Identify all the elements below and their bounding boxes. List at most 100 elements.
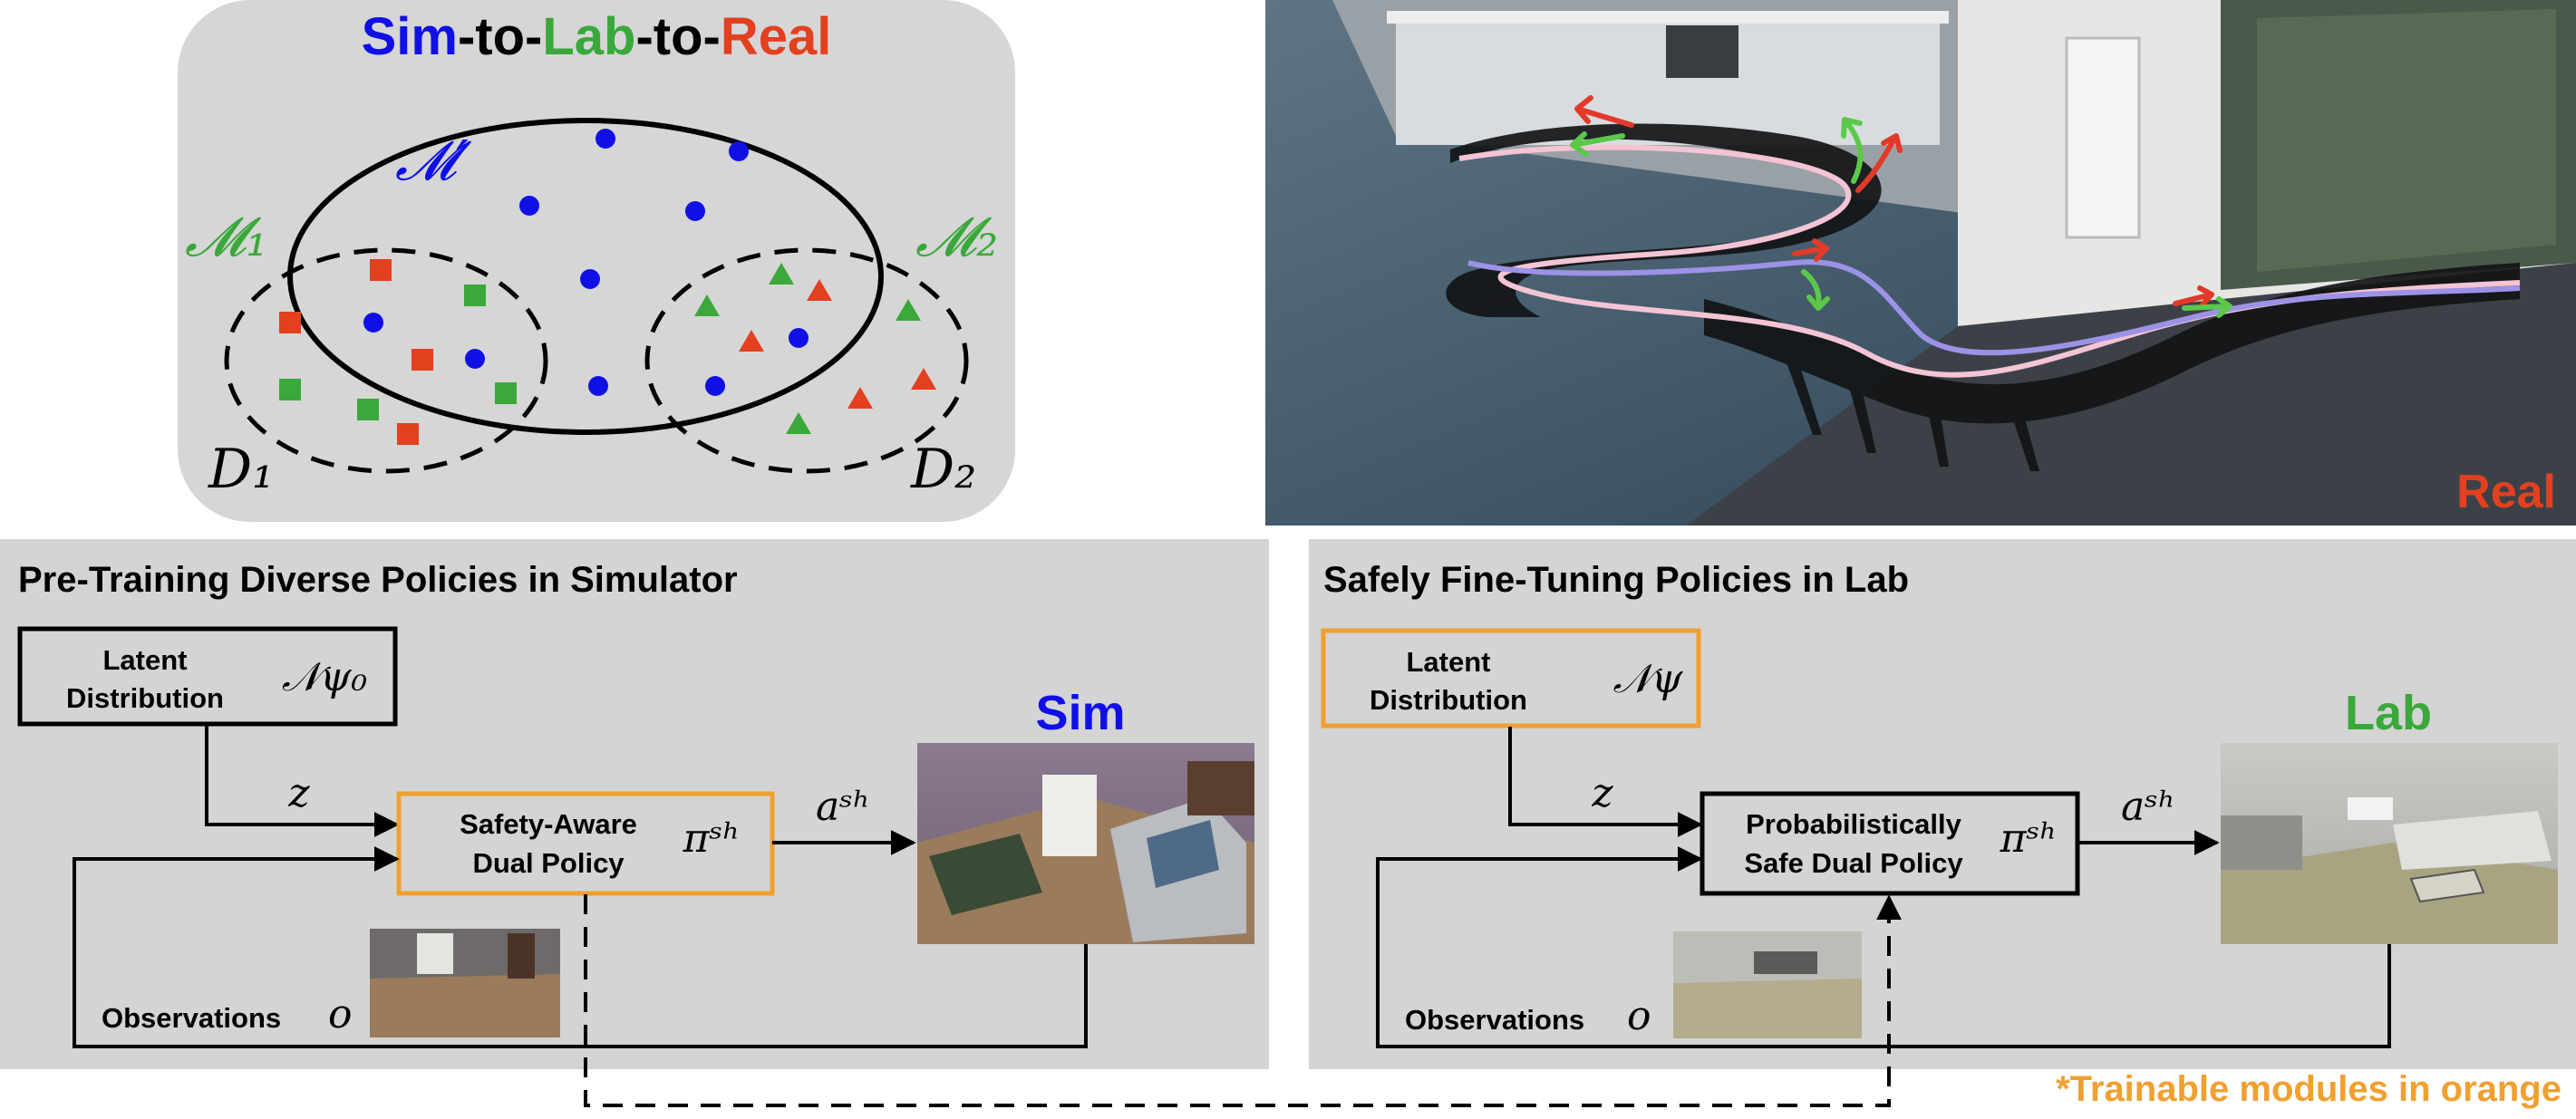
blue-dot <box>465 349 485 369</box>
real-label: Real <box>2456 466 2556 518</box>
blue-dot <box>588 376 608 396</box>
blue-dot <box>519 196 539 216</box>
sim-z-label: z <box>287 770 310 816</box>
lab-panel-title: Safely Fine-Tuning Policies in Lab <box>1323 560 1909 600</box>
green-arrow <box>2182 296 2232 318</box>
venn-background <box>178 0 1015 522</box>
wall-cabinet <box>2065 36 2141 239</box>
red-triangle <box>847 387 873 409</box>
sim-render-image <box>917 743 1254 944</box>
kitchen-oven <box>1666 25 1738 78</box>
robot-trail-upper <box>1446 123 1882 317</box>
label-m1: 𝓜₁ <box>185 206 267 269</box>
lab-panel: Safely Fine-Tuning Policies in Lab Laten… <box>1309 539 2576 1069</box>
lab-render-floor <box>2221 843 2558 944</box>
blue-dot <box>596 129 615 149</box>
red-triangles <box>739 279 936 409</box>
blue-dot <box>729 141 749 161</box>
green-square <box>495 382 517 404</box>
lab-feedback-arrow <box>1376 846 2391 1048</box>
blue-dot <box>789 328 809 348</box>
green-squares <box>279 285 517 420</box>
green-square <box>464 285 486 306</box>
lab-render-counter <box>2221 815 2302 870</box>
blue-dot <box>363 313 383 333</box>
red-squares <box>279 259 433 445</box>
lab-z-label: z <box>1591 770 1613 816</box>
lab-policy-line2: Safe Dual Policy <box>1744 847 1963 879</box>
lab-latent-line2: Distribution <box>1370 684 1527 716</box>
red-triangle <box>911 368 936 390</box>
sim-obs-cabinet <box>417 933 453 974</box>
lab-latent-box <box>1321 628 1701 728</box>
policy-transfer-dashed-arrow <box>584 894 1902 1107</box>
robot-trail-lower <box>1704 263 2520 424</box>
sim-render-wardrobe <box>1042 775 1097 856</box>
sim-latent-box <box>17 626 398 727</box>
sim-feedback-arrow <box>73 846 1088 1048</box>
green-square <box>357 399 379 420</box>
sim-latent-line1: Latent <box>103 644 188 676</box>
sim-panel-title: Pre-Training Diverse Policies in Simulat… <box>18 560 738 600</box>
title-sim: Sim <box>362 7 458 66</box>
lab-z-arrow <box>1508 727 1703 837</box>
lab-render-table <box>2409 868 2485 903</box>
green-arrow <box>1801 269 1830 311</box>
green-triangle <box>786 412 811 434</box>
lab-render-image <box>2221 743 2558 944</box>
trainable-footnote: *Trainable modules in orange <box>2056 1069 2561 1109</box>
lab-latent-symbol: 𝒩ψ <box>1613 656 1683 702</box>
lab-observation-image <box>1673 931 1862 1038</box>
blue-dot <box>685 201 705 221</box>
blue-dot <box>580 269 600 289</box>
lab-policy-line1: Probabilistically <box>1746 808 1962 840</box>
red-square <box>412 349 433 371</box>
lab-obs-floor <box>1673 979 1862 1038</box>
lab-obs-symbol: o <box>1627 993 1651 1039</box>
sim-render-bed <box>1187 761 1254 815</box>
green-triangle <box>694 294 720 316</box>
lab-render-sofa <box>2393 811 2552 870</box>
green-triangle <box>896 299 921 321</box>
sim-latent-symbol: 𝒩ψ₀ <box>282 654 368 700</box>
green-arrow <box>1570 131 1625 157</box>
title-sep2: -to- <box>635 7 720 66</box>
sim-env-label: Sim <box>1035 686 1125 740</box>
lab-action-label: aˢʰ <box>2121 784 2175 830</box>
sim-render-cushion <box>1147 820 1219 888</box>
label-m2: 𝓜₂ <box>915 206 998 269</box>
set-d2-ellipse <box>644 247 969 474</box>
blue-dot <box>705 376 725 396</box>
label-m-prime: 𝓜′ <box>395 130 472 193</box>
sim-action-label: aˢʰ <box>816 784 870 830</box>
red-arrow <box>2173 285 2214 307</box>
red-square <box>397 423 419 445</box>
real-photo: Real <box>1265 0 2576 526</box>
title-sep1: -to- <box>458 7 542 66</box>
sim-obs-symbol: o <box>328 991 353 1037</box>
sim-panel: Pre-Training Diverse Policies in Simulat… <box>0 539 1269 1069</box>
sim-z-arrow <box>205 725 400 837</box>
sim-observation-image <box>370 929 560 1037</box>
green-square <box>279 379 301 400</box>
sim-latent-line2: Distribution <box>66 682 224 714</box>
venn-title: Sim-to-Lab-to-Real <box>362 7 832 66</box>
label-d1: D₁ <box>208 438 274 501</box>
green-triangle <box>769 263 794 285</box>
venn-panel: Sim-to-Lab-to-Real 𝓜′ 𝓜₁ 𝓜₂ D₁ D₂ <box>178 0 1015 522</box>
lab-obs-furniture <box>1754 951 1817 974</box>
red-square <box>370 259 392 281</box>
lab-render-window <box>2348 797 2393 820</box>
title-real: Real <box>721 7 832 66</box>
red-square <box>279 312 301 333</box>
green-triangles <box>694 263 921 434</box>
red-arrow <box>1855 133 1903 193</box>
green-arrow <box>1841 117 1864 184</box>
red-triangle <box>807 279 832 301</box>
sim-observations-label: Observations <box>102 1002 281 1034</box>
label-d2: D₂ <box>910 438 976 501</box>
lab-observations-label: Observations <box>1405 1004 1584 1036</box>
lab-env-label: Lab <box>2345 686 2432 740</box>
direction-arrows <box>1570 95 2232 318</box>
sim-render-sofa <box>929 834 1042 915</box>
